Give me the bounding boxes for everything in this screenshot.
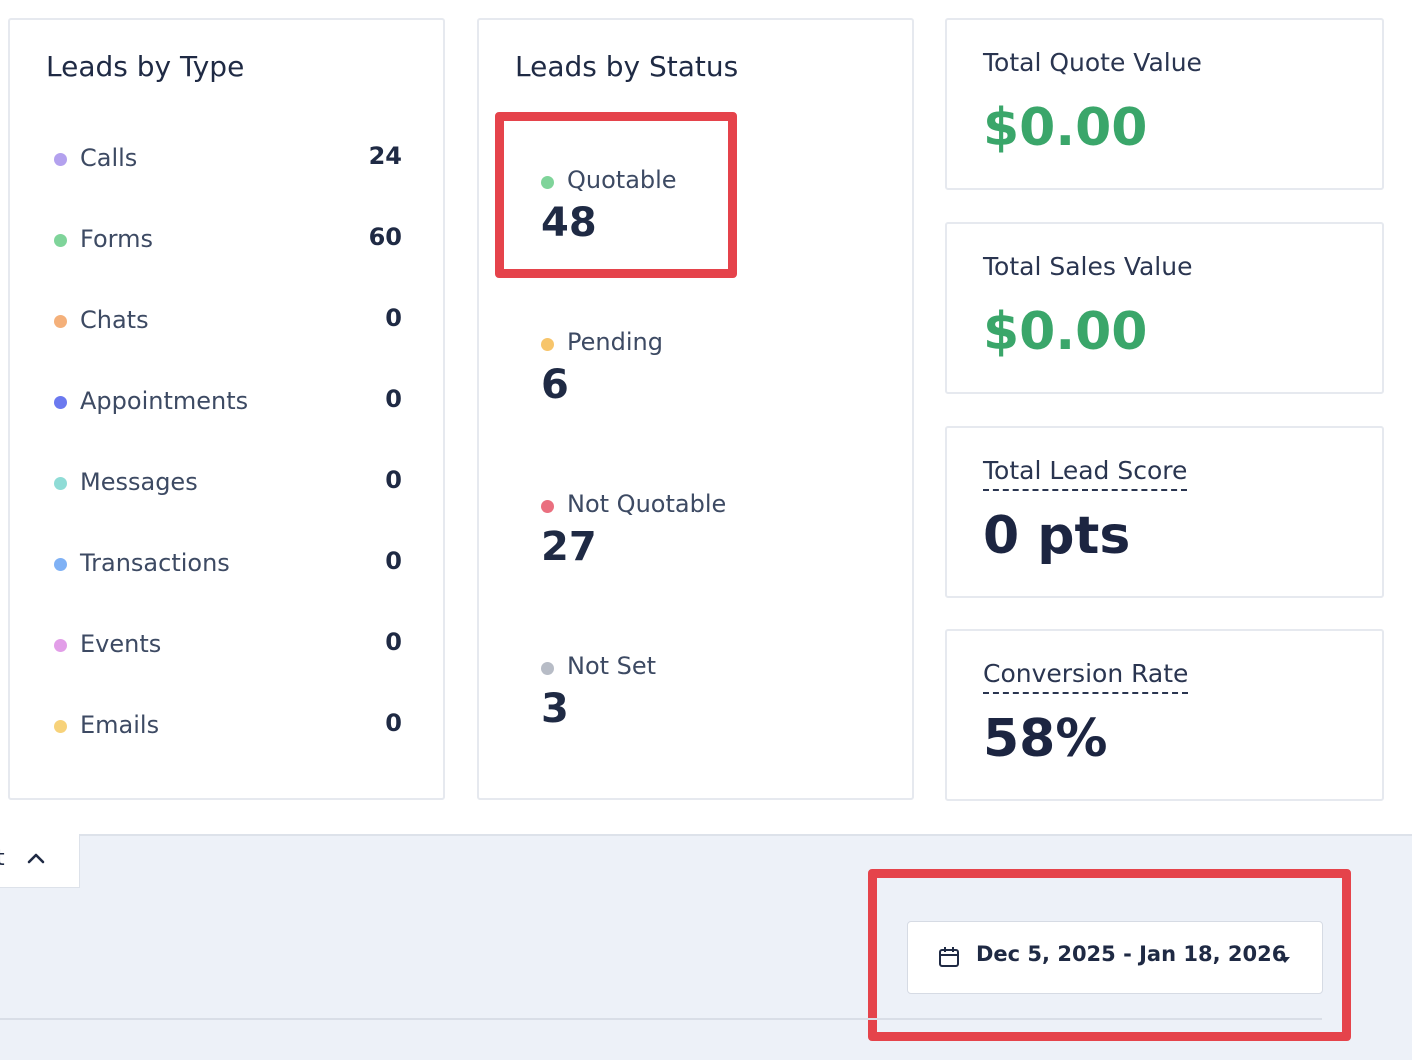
lead-type-count: 0 bbox=[385, 547, 402, 575]
total-lead-score-value: 0 pts bbox=[983, 506, 1131, 566]
leads-by-type-card: Leads by Type Calls 24 Forms 60 Chats 0 Appoin… bbox=[8, 18, 445, 800]
lead-status-count: 3 bbox=[541, 686, 569, 732]
lead-type-row: Events 0 bbox=[54, 626, 402, 666]
conversion-rate-label[interactable]: Conversion Rate bbox=[983, 659, 1189, 694]
status-dot-icon bbox=[541, 500, 554, 513]
conversion-rate-card: Conversion Rate 58% bbox=[945, 629, 1384, 801]
lead-status-label: Not Set bbox=[567, 652, 657, 680]
lead-type-row: Forms 60 bbox=[54, 221, 402, 261]
status-dot-icon bbox=[54, 153, 67, 166]
total-lead-score-label[interactable]: Total Lead Score bbox=[983, 456, 1188, 491]
lead-type-count: 0 bbox=[385, 628, 402, 656]
lead-type-row: Emails 0 bbox=[54, 707, 402, 747]
lead-type-row: Transactions 0 bbox=[54, 545, 402, 585]
lead-status-label: Quotable bbox=[567, 166, 677, 194]
lead-type-count: 0 bbox=[385, 466, 402, 494]
leads-by-status-title: Leads by Status bbox=[515, 50, 739, 83]
lead-status-count: 48 bbox=[541, 200, 597, 246]
lead-type-count: 0 bbox=[385, 385, 402, 413]
lead-status-item[interactable]: Quotable 48 bbox=[541, 166, 841, 266]
lead-type-label: Chats bbox=[80, 306, 149, 334]
lead-status-label: Not Quotable bbox=[567, 490, 727, 518]
lead-type-row: Messages 0 bbox=[54, 464, 402, 504]
lead-type-row: Appointments 0 bbox=[54, 383, 402, 423]
status-dot-icon bbox=[541, 338, 554, 351]
lead-status-count: 27 bbox=[541, 524, 597, 570]
total-sales-value-label: Total Sales Value bbox=[983, 252, 1193, 281]
lead-status-label: Pending bbox=[567, 328, 663, 356]
lead-status-item[interactable]: Not Quotable 27 bbox=[541, 490, 841, 590]
status-dot-icon bbox=[54, 639, 67, 652]
calendar-icon bbox=[939, 947, 959, 967]
total-quote-value-label: Total Quote Value bbox=[983, 48, 1202, 77]
lead-type-count: 24 bbox=[368, 142, 402, 170]
status-dot-icon bbox=[54, 558, 67, 571]
status-dot-icon bbox=[541, 176, 554, 189]
date-picker-highlight-box bbox=[868, 869, 1351, 1041]
lead-type-label: Events bbox=[80, 630, 162, 658]
total-quote-value-card: Total Quote Value $0.00 bbox=[945, 18, 1384, 190]
lead-type-label: Appointments bbox=[80, 387, 249, 415]
total-lead-score-card: Total Lead Score 0 pts bbox=[945, 426, 1384, 598]
chevron-up-icon bbox=[27, 853, 45, 864]
lead-type-count: 0 bbox=[385, 709, 402, 737]
status-dot-icon bbox=[54, 720, 67, 733]
date-range-picker[interactable]: Dec 5, 2025 - Jan 18, 2026 bbox=[907, 921, 1323, 994]
date-range-label: Dec 5, 2025 - Jan 18, 2026 bbox=[976, 942, 1287, 966]
lead-type-label: Emails bbox=[80, 711, 160, 739]
total-sales-value: $0.00 bbox=[983, 302, 1148, 362]
status-dot-icon bbox=[54, 477, 67, 490]
leads-by-status-card: Leads by Status Quotable 48 Pending 6 Not Qu… bbox=[477, 18, 914, 800]
status-dot-icon bbox=[54, 396, 67, 409]
status-dot-icon bbox=[54, 315, 67, 328]
conversion-rate-value: 58% bbox=[983, 709, 1108, 769]
quotable-highlight-box bbox=[495, 112, 737, 278]
lead-status-item[interactable]: Not Set 3 bbox=[541, 652, 841, 752]
divider bbox=[0, 1018, 1322, 1020]
lead-type-count: 0 bbox=[385, 304, 402, 332]
lead-status-count: 6 bbox=[541, 362, 569, 408]
lead-type-row: Calls 24 bbox=[54, 140, 402, 180]
lead-type-label: Messages bbox=[80, 468, 198, 496]
lead-status-item[interactable]: Pending 6 bbox=[541, 328, 841, 428]
lead-type-count: 60 bbox=[368, 223, 402, 251]
collapse-tab-label: t bbox=[0, 846, 5, 871]
status-dot-icon bbox=[541, 662, 554, 675]
total-quote-value: $0.00 bbox=[983, 98, 1148, 158]
status-dot-icon bbox=[54, 234, 67, 247]
collapse-toggle-tab[interactable]: t bbox=[0, 834, 80, 888]
total-sales-value-card: Total Sales Value $0.00 bbox=[945, 222, 1384, 394]
lead-type-label: Transactions bbox=[80, 549, 230, 577]
lead-type-row: Chats 0 bbox=[54, 302, 402, 342]
lead-type-label: Calls bbox=[80, 144, 138, 172]
lead-type-label: Forms bbox=[80, 225, 153, 253]
leads-by-type-title: Leads by Type bbox=[46, 50, 245, 83]
caret-down-icon bbox=[1280, 957, 1290, 963]
